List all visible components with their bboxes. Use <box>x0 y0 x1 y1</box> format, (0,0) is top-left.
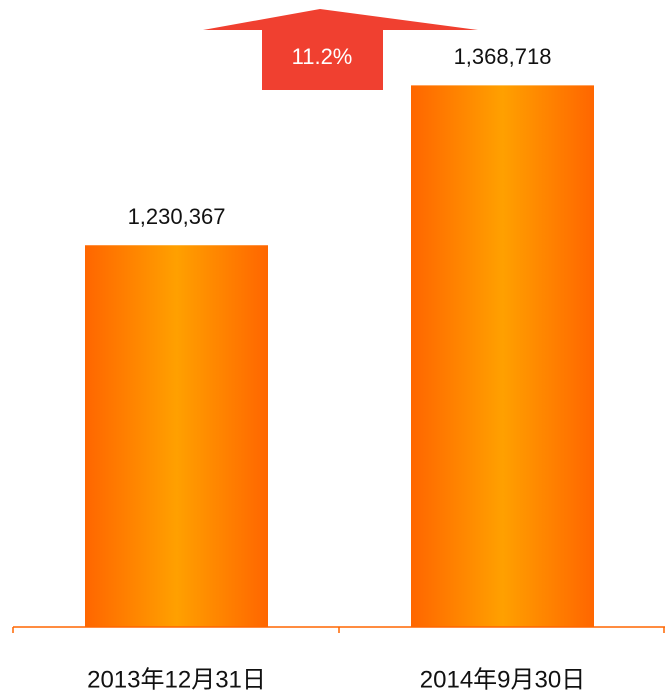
arrow-body <box>262 29 383 90</box>
arrow-head <box>203 9 478 30</box>
x-tick-label: 2013年12月31日 <box>87 666 266 693</box>
bar <box>411 85 594 628</box>
bar <box>85 245 268 627</box>
annotation: 11.2% <box>292 44 353 69</box>
value-label: 1,230,367 <box>128 204 226 229</box>
value-label: 1,368,718 <box>454 44 552 69</box>
x-tick-label: 2014年9月30日 <box>420 666 585 693</box>
